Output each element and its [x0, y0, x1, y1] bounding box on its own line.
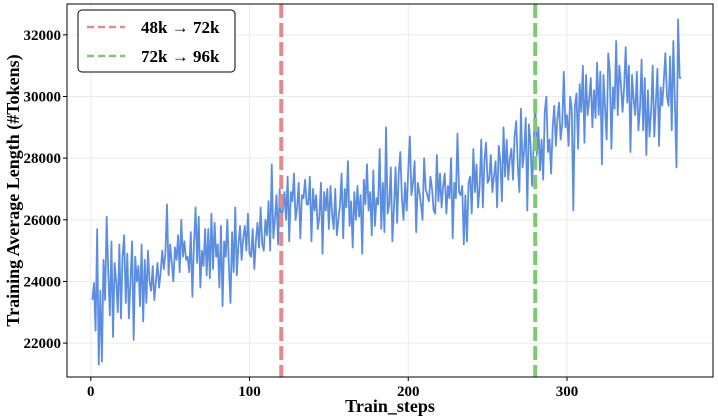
y-tick-label-0: 22000 — [24, 336, 62, 352]
legend-label-0: 48k → 72k — [141, 18, 220, 37]
y-tick-label-4: 30000 — [24, 89, 62, 105]
x-axis: 0 100 200 300 — [87, 377, 578, 400]
y-tick-label-3: 28000 — [24, 151, 62, 167]
x-tick-label-2: 200 — [397, 384, 420, 400]
y-tick-label-1: 24000 — [24, 274, 62, 290]
y-axis-title: Training Average Length (#Tokens) — [3, 54, 24, 326]
y-tick-label-2: 26000 — [24, 213, 62, 229]
legend: 48k → 72k 72k → 96k — [77, 9, 236, 73]
x-tick-label-3: 300 — [556, 384, 579, 400]
y-tick-label-5: 32000 — [24, 28, 62, 44]
x-tick-label-1: 100 — [238, 384, 261, 400]
series-layer — [91, 18, 682, 366]
legend-label-1: 72k → 96k — [141, 47, 220, 66]
plot-frame — [66, 3, 714, 378]
x-axis-title: Train_steps — [345, 396, 435, 416]
x-tick-label-0: 0 — [87, 384, 95, 400]
vline-layer — [279, 4, 538, 377]
y-axis: 22000 24000 26000 28000 30000 32000 — [24, 28, 67, 352]
series-line-0 — [91, 18, 682, 366]
legend-box — [77, 9, 236, 73]
